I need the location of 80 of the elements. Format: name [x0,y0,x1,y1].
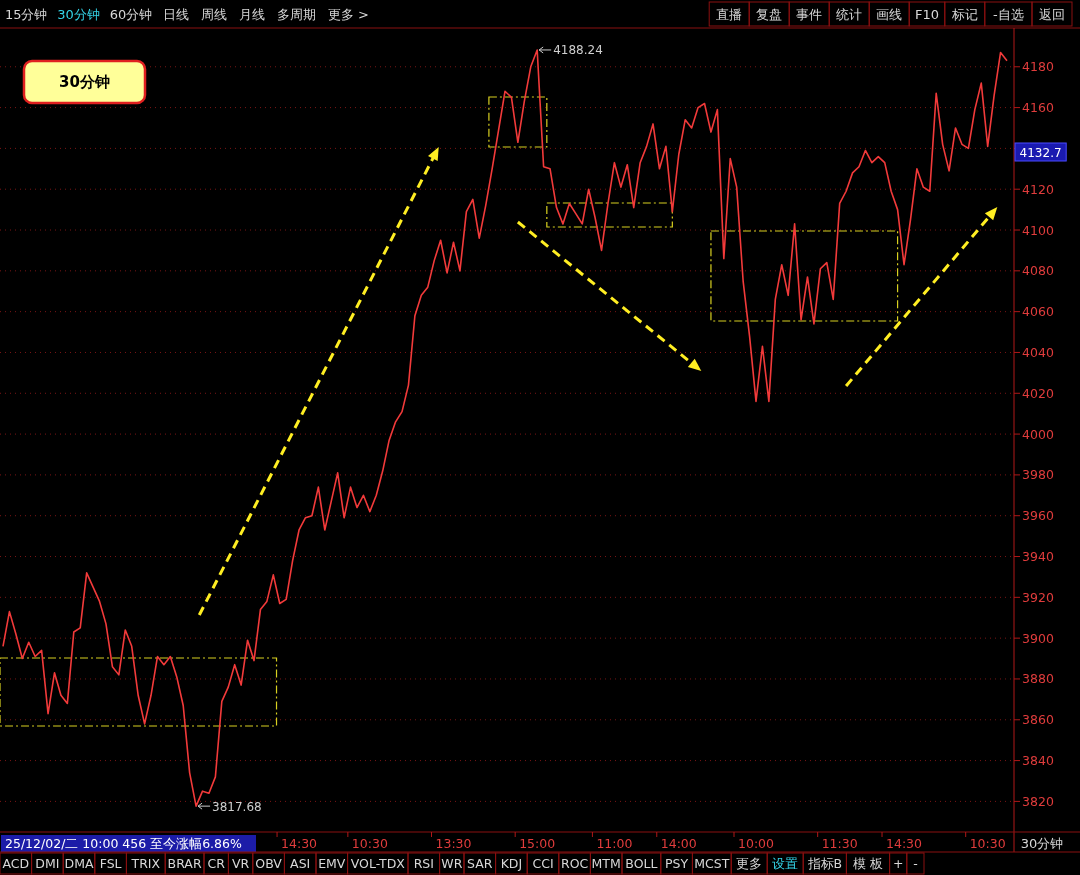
text: 返回 [1039,7,1065,22]
text: SAR [467,856,493,871]
text: 事件 [796,7,823,22]
y-tick-label: 4040 [1022,344,1054,360]
text: EMV [318,856,346,871]
text: 画线 [876,7,903,22]
text: 模 板 [853,856,883,871]
text: 复盘 [756,7,783,22]
text: 更多 > [327,7,369,22]
text: DMI [35,856,60,871]
text: DMA [64,856,94,871]
text: 25/12/02/二 10:00 456 至今涨幅6.86% [5,836,242,851]
text: VR [231,856,250,871]
text: ACD [2,856,30,871]
y-tick-label: 3820 [1022,793,1054,809]
text: 标记 [950,7,978,22]
y-tick-label: 3920 [1022,589,1054,605]
text: VOL-TDX [350,856,406,871]
annotation: 30分钟 [59,73,110,91]
y-tick-label: 3840 [1022,753,1054,769]
y-tick-label: 4180 [1022,59,1054,75]
x-tick-label: 14:30 [886,836,923,851]
text: CCI [532,856,554,871]
text: 直播 [716,7,743,22]
y-tick-label: 3880 [1022,671,1054,687]
text: -自选 [993,7,1024,22]
text: ROC [560,856,589,871]
x-tick-label: 13:30 [435,836,472,851]
text: WR [441,856,463,871]
text: 15分钟 [4,7,48,22]
x-tick-label: 14:00 [660,836,697,851]
x-tick-label: 15:00 [519,836,556,851]
y-tick-label: 4000 [1022,426,1054,442]
y-tick-label: 3960 [1022,508,1054,524]
text: BOLL [625,856,658,871]
y-tick-label: 4160 [1022,100,1054,116]
text: 更多 [736,856,763,871]
y-tick-label: 4080 [1022,263,1054,279]
label-badge: 30分钟 [22,59,147,105]
y-tick-label: 3860 [1022,712,1054,728]
text: 统计 [836,7,863,22]
text: OBV [255,856,283,871]
text: 周线 [201,7,228,22]
text: PSY [665,856,689,871]
text: FSL [99,856,122,871]
text: KDJ [500,856,523,871]
y-tick-label: 3980 [1022,467,1054,483]
x-tick-label: 10:00 [737,836,775,851]
text: F10 [914,7,940,22]
x-tick-label: 14:30 [281,836,318,851]
text: MTM [591,856,621,871]
text: 月线 [239,7,266,22]
text: - [913,856,918,871]
text: RSI [413,856,434,871]
y-tick-label: 4060 [1022,304,1054,320]
y-tick-label: 4100 [1022,222,1054,238]
x-tick-label: 11:30 [821,836,858,851]
text: 4132.7 [1019,145,1062,160]
annotation: 3817.68 [212,799,262,814]
text: CR [207,856,226,871]
text: 设置 [772,856,799,871]
y-tick-label: 4020 [1022,385,1054,401]
text: ASI [290,856,311,871]
text: 指标B [806,856,843,871]
y-tick-label: 4120 [1022,181,1054,197]
text: + [892,856,904,871]
text: 30分钟 [1020,836,1064,851]
x-tick-label: 10:30 [969,836,1006,851]
x-tick-label: 11:00 [596,836,633,851]
x-tick-label: 10:30 [351,836,388,851]
annotation: 4188.24 [553,43,603,58]
y-tick-label: 3940 [1022,549,1054,565]
text: 60分钟 [109,7,153,22]
text: 30分钟 [57,7,100,22]
text: 多周期 [277,7,317,22]
text: MCST [694,856,730,871]
y-tick-label: 3900 [1022,630,1054,646]
text: TRIX [130,856,161,871]
text: 日线 [163,7,190,22]
text: BRAR [167,856,202,871]
